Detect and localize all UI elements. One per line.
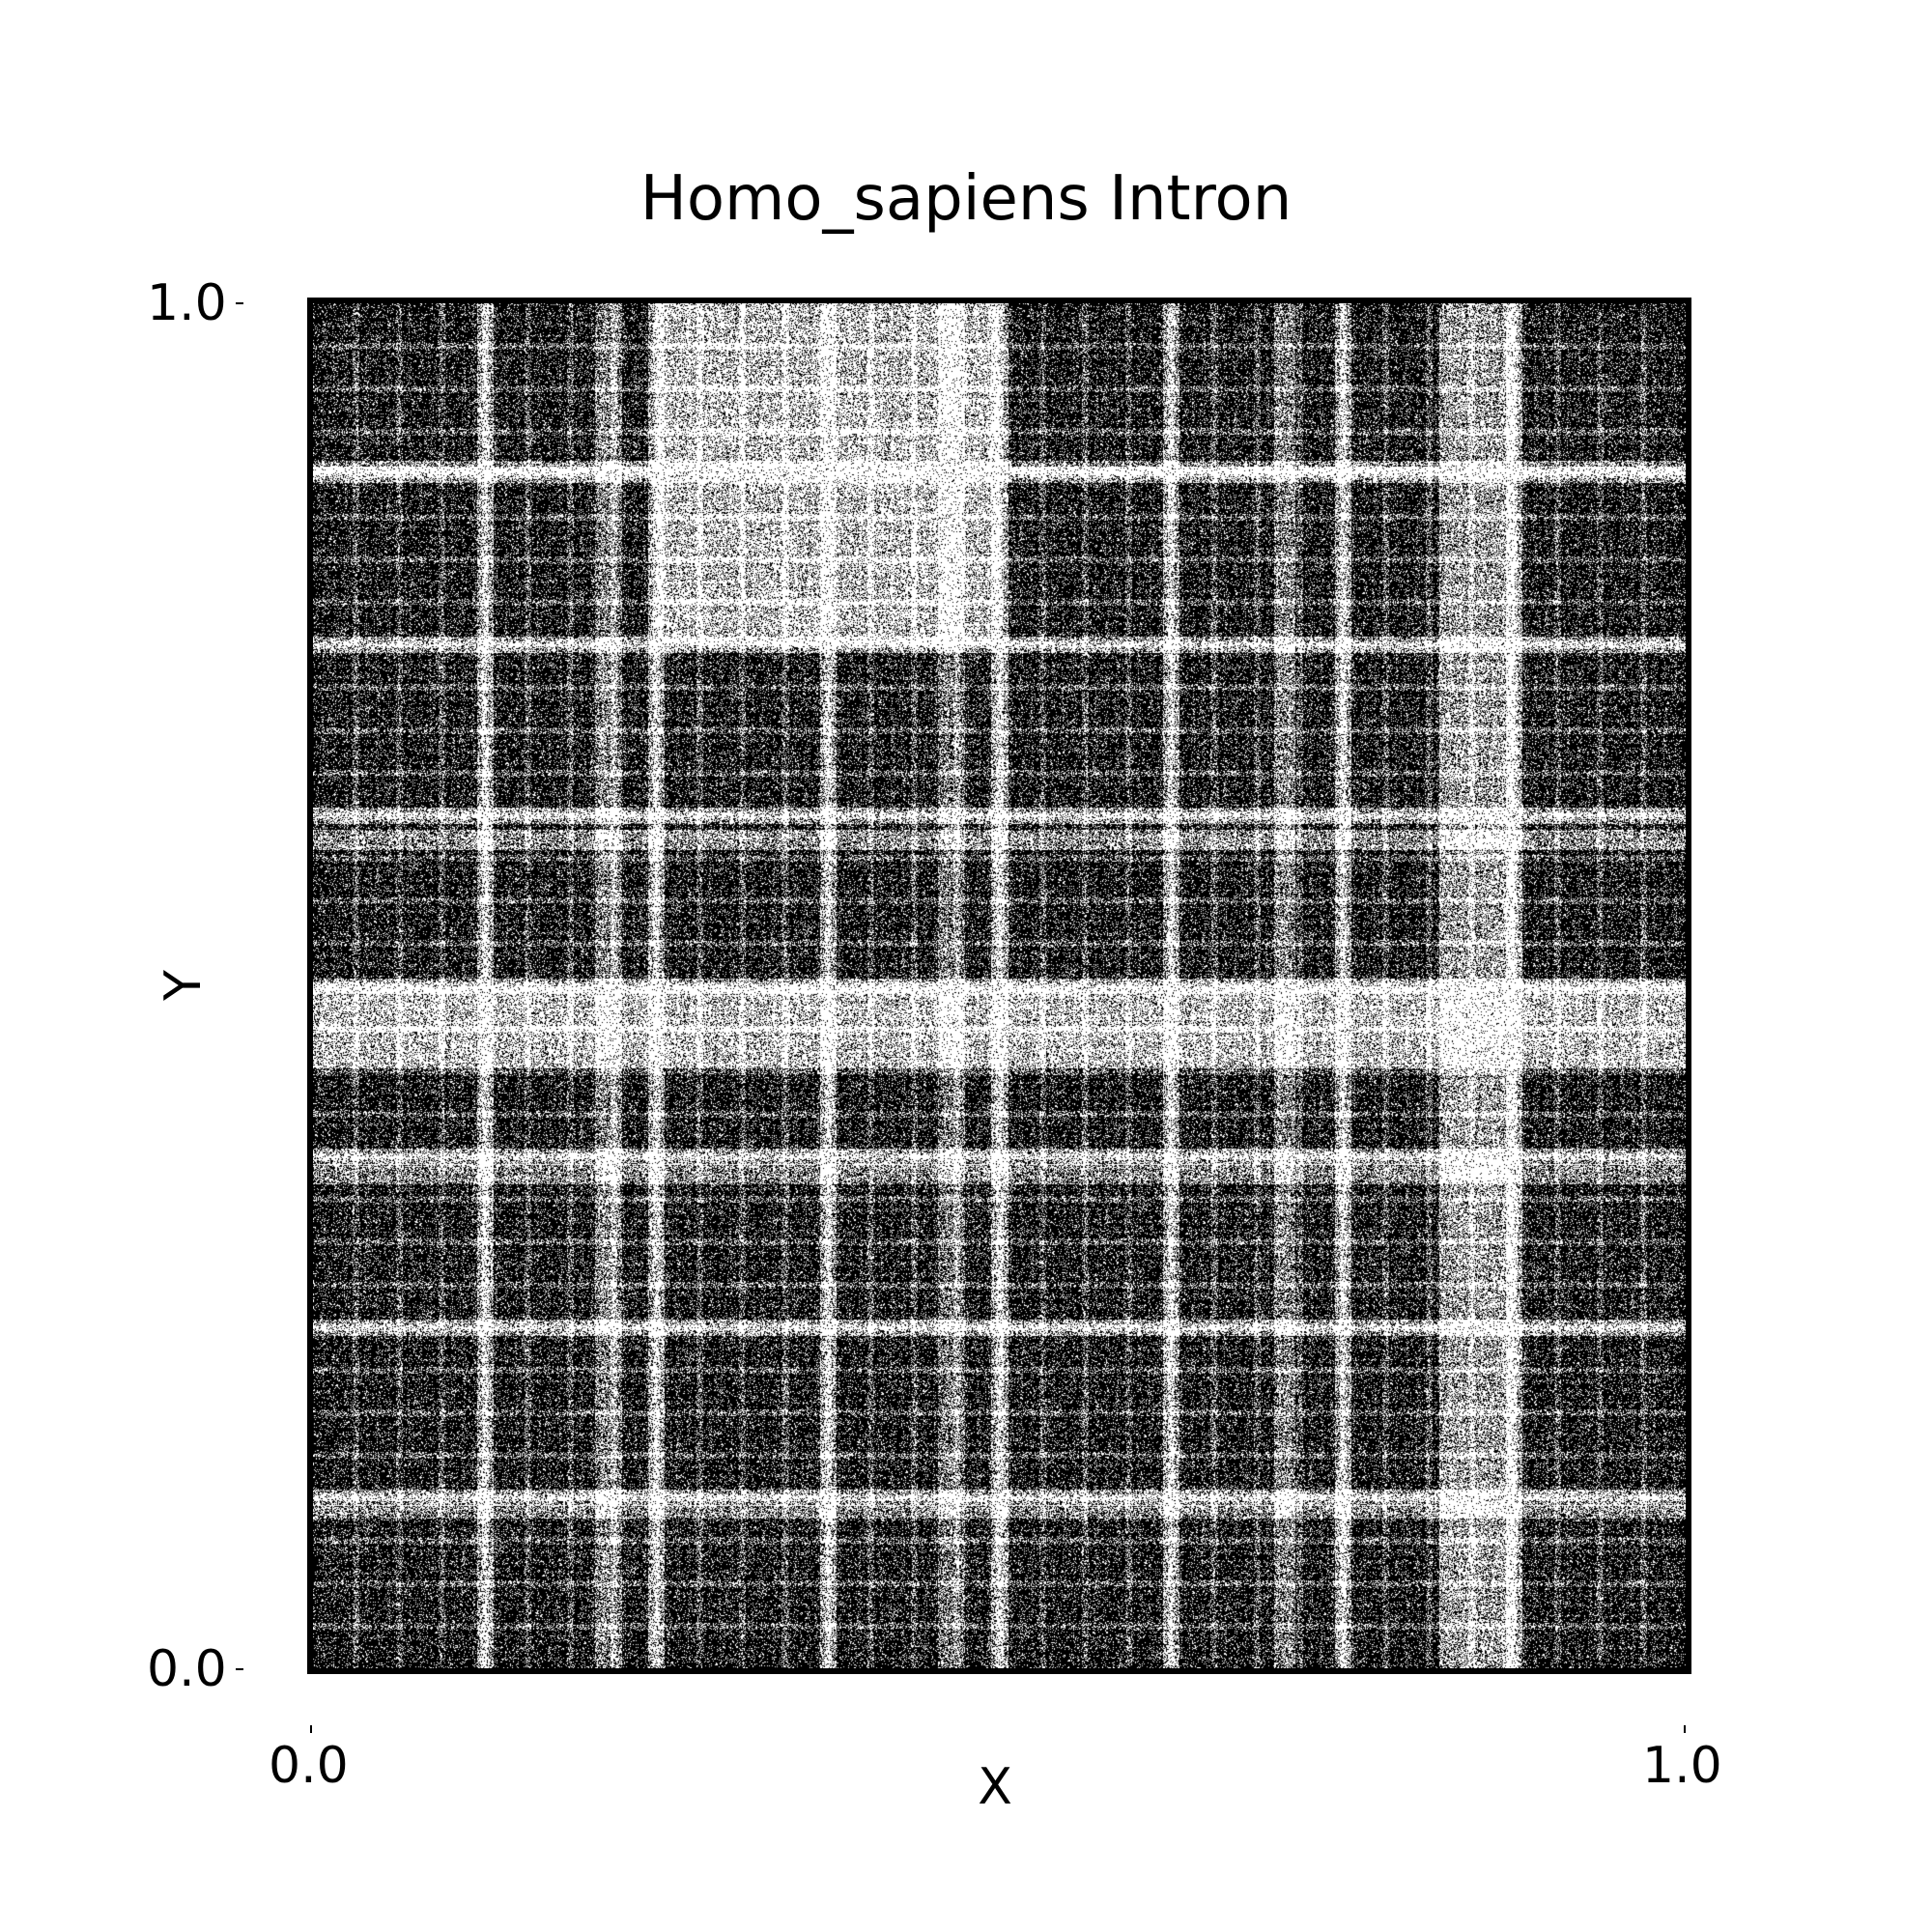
y-tick-mark-bottom: [236, 1668, 243, 1670]
y-axis-label: Y: [155, 970, 213, 1001]
heatmap-canvas: [313, 303, 1686, 1668]
x-tick-mark-right: [1684, 1725, 1686, 1733]
x-tick-mark-left: [310, 1725, 312, 1733]
x-tick-label-left: 0.0: [269, 1737, 349, 1795]
y-tick-label-bottom: 0.0: [147, 1640, 227, 1698]
chart-title: Homo_sapiens Intron: [639, 163, 1293, 235]
x-axis-label: X: [978, 1758, 1012, 1816]
plot-area: [307, 298, 1691, 1674]
y-tick-label-top: 1.0: [147, 274, 227, 332]
x-tick-label-right: 1.0: [1642, 1737, 1722, 1795]
y-tick-mark-top: [236, 302, 243, 304]
